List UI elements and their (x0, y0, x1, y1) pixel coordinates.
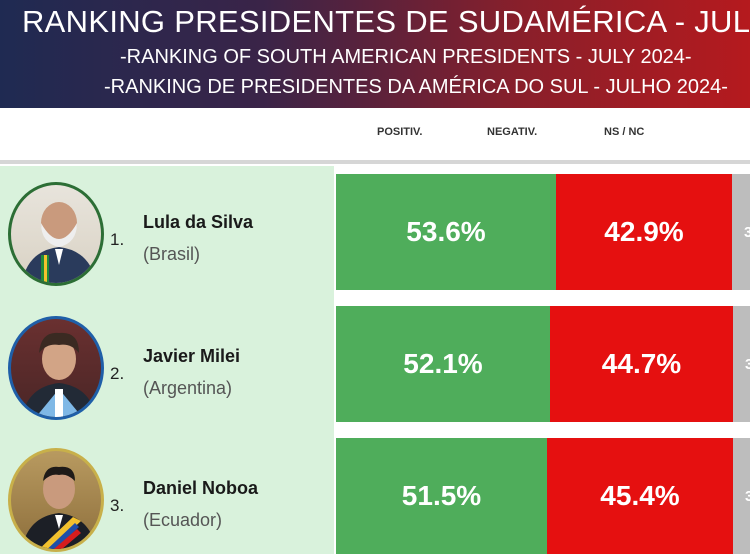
subtitle-english: -RANKING OF SOUTH AMERICAN PRESIDENTS - … (120, 46, 692, 68)
president-country: (Brasil) (143, 244, 200, 264)
chart-title: RANKING PRESIDENTES DE SUDAMÉRICA - JULI… (22, 4, 750, 39)
president-name: Daniel Noboa (143, 478, 259, 498)
president-name: Javier Milei (143, 346, 241, 366)
header-banner: RANKING PRESIDENTES DE SUDAMÉRICA - JULI… (0, 0, 750, 108)
avatar-lula (8, 182, 104, 286)
bar-positive: 51.5% (336, 438, 547, 554)
bar-positive: 53.6% (336, 174, 556, 290)
bar-positive: 52.1% (336, 306, 550, 422)
data-label: 52.1% (403, 348, 483, 379)
bar-ns: 3.1% (733, 438, 750, 554)
bar-negative: 45.4% (547, 438, 733, 554)
subtitle-portuguese: -RANKING DE PRESIDENTES DA AMÉRICA DO SU… (104, 76, 728, 98)
bar-ns: 3.2% (733, 306, 750, 422)
data-label: 42.9% (604, 216, 684, 247)
avatar-noboa (8, 448, 104, 552)
legend-swatch-positive (338, 118, 370, 148)
bar-negative: 44.7% (550, 306, 733, 422)
president-name: Lula da Silva (143, 212, 254, 232)
data-label: 3.1% (745, 487, 750, 505)
divider (0, 160, 750, 164)
legend-swatch-ns (566, 118, 598, 148)
bar-ns: 3.5% (732, 174, 750, 290)
president-row-3: 3. Daniel Noboa (Ecuador) (0, 438, 334, 554)
president-country: (Ecuador) (143, 510, 223, 530)
president-row-2: 2. Javier Milei (Argentina) (0, 306, 334, 426)
president-country: (Argentina) (143, 378, 233, 398)
president-row-1: 1. Lula da Silva (Brasil) (0, 172, 334, 292)
data-label: 44.7% (601, 348, 682, 379)
data-label: 51.5% (401, 480, 482, 511)
legend-swatch-negative (448, 118, 480, 148)
rank-number: 2. (110, 364, 125, 383)
data-label: 3.5% (744, 223, 750, 241)
avatar-milei (8, 316, 104, 420)
president-list-panel: 1. Lula da Silva (Brasil) 2. Javier Mile… (0, 166, 334, 554)
legend: POSITIV. NEGATIV. NS / NC (0, 118, 750, 152)
rank-number: 1. (110, 230, 125, 249)
legend-label-ns: NS / NC (604, 126, 645, 138)
data-label: 53.6% (406, 216, 486, 247)
data-label: 45.4% (600, 480, 680, 511)
rank-number: 3. (110, 496, 125, 515)
data-label: 3.2% (745, 355, 750, 373)
bar-negative: 42.9% (556, 174, 732, 290)
legend-label-negative: NEGATIV. (487, 126, 538, 138)
legend-label-positive: POSITIV. (377, 126, 423, 138)
